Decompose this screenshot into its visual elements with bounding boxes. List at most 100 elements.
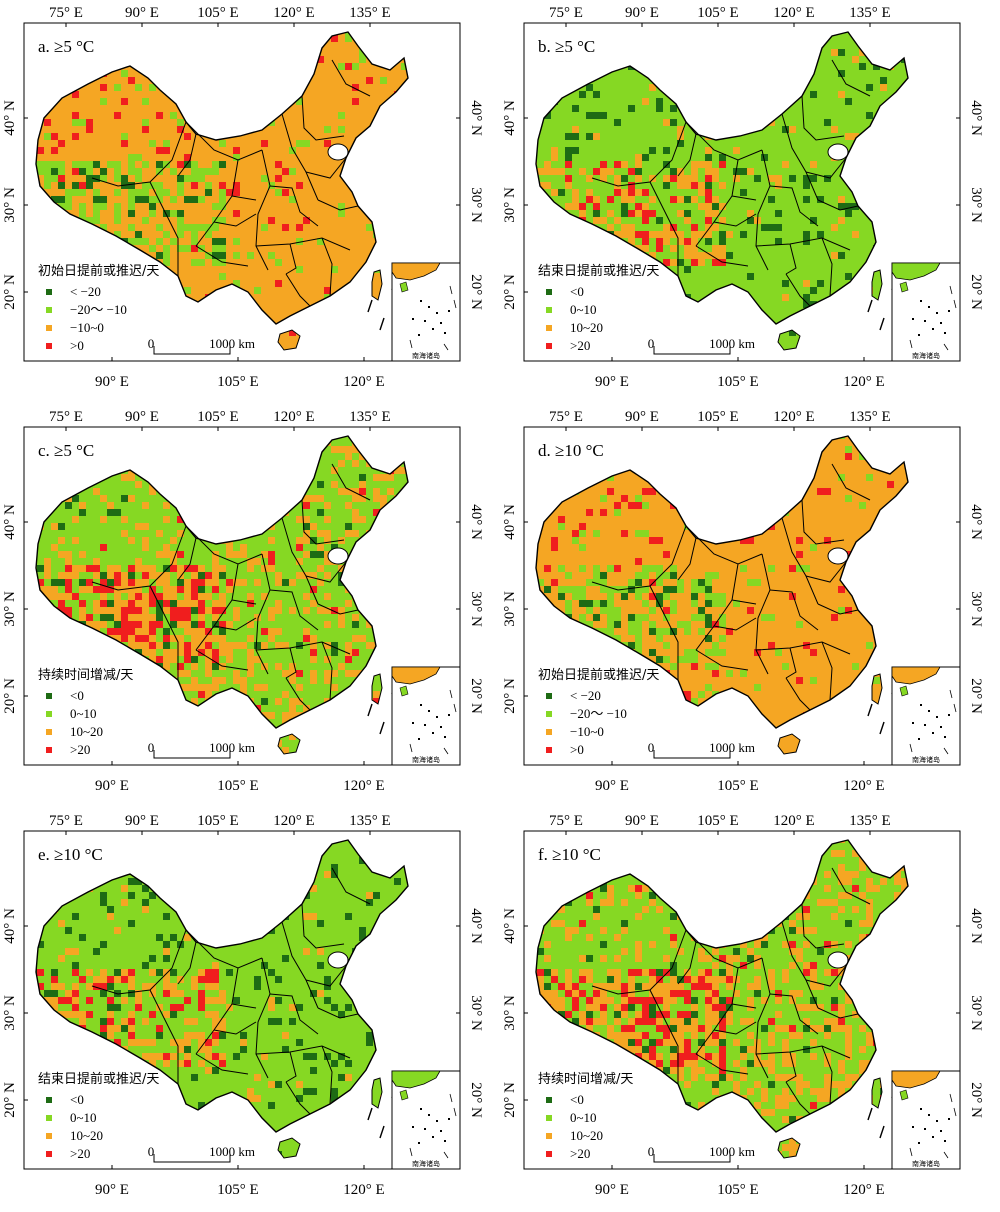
legend-swatch [546,693,552,699]
bottom-lon-label: 105° E [717,1182,758,1198]
top-lon-label: 90° E [125,813,159,829]
legend-swatch [546,1151,552,1157]
svg-text:0: 0 [648,336,655,351]
legend-label: 10~20 [70,1128,103,1143]
top-lon-label: 75° E [549,5,583,21]
legend-swatch [46,729,52,735]
top-lon-label: 105° E [697,813,738,829]
south-china-sea-inset: 南海诸岛 [391,1070,461,1170]
top-lon-label: 105° E [197,813,238,829]
top-lon-label: 90° E [625,813,659,829]
bottom-lon-label: 105° E [217,778,258,794]
top-lon-label: 135° E [849,5,890,21]
map-svg-f: 75° E 90° E 105° E 120° E 135° E 90° E 105° E 1… [502,813,984,1198]
right-lat-label: 30° N [468,591,484,627]
left-lat-label: 30° N [2,591,18,627]
top-lon-label: 90° E [125,5,159,21]
legend-label: 10~20 [570,1128,603,1143]
top-lon-label: 90° E [625,5,659,21]
right-lat-label: 20° N [968,274,984,310]
legend-label: < −20 [570,688,601,703]
left-lat-label: 20° N [2,678,18,714]
legend-swatch [46,307,52,313]
left-lat-label: 40° N [2,100,18,136]
right-lat-label: 30° N [968,591,984,627]
right-lat-label: 40° N [968,908,984,944]
right-lat-label: 20° N [468,1082,484,1118]
left-lat-label: 30° N [2,187,18,223]
legend-label: 10~20 [570,320,603,335]
inset-label: 南海诸岛 [412,1159,440,1168]
right-lat-label: 40° N [468,504,484,540]
top-lon-label: 105° E [197,5,238,21]
bottom-lon-label: 120° E [843,778,884,794]
legend-label: <0 [570,1092,584,1107]
panel-title: d. ≥10 °C [538,441,604,460]
svg-text:0: 0 [648,1144,655,1159]
inset-label: 南海诸岛 [912,351,940,360]
legend-label: >20 [570,338,590,353]
legend-swatch [46,1115,52,1121]
left-lat-label: 20° N [502,1082,518,1118]
bottom-lon-label: 90° E [595,374,629,390]
legend-label: >0 [70,338,84,353]
legend-swatch [546,1115,552,1121]
right-lat-label: 30° N [968,187,984,223]
top-lon-label: 75° E [549,813,583,829]
legend-swatch [546,343,552,349]
legend-swatch [46,747,52,753]
bottom-lon-label: 120° E [343,1182,384,1198]
legend-swatch [46,325,52,331]
map-svg-b: 75° E 90° E 105° E 120° E 135° E 90° E 105° E 1… [502,5,984,390]
right-lat-label: 40° N [468,100,484,136]
scale-bar [653,346,731,355]
left-lat-label: 20° N [502,678,518,714]
top-lon-label: 135° E [349,5,390,21]
inset-label: 南海诸岛 [912,755,940,764]
scale-bar [653,1154,731,1163]
bottom-lon-label: 105° E [717,374,758,390]
legend-label: >20 [70,742,90,757]
legend-label: 0~10 [570,1110,597,1125]
bottom-lon-label: 120° E [843,1182,884,1198]
right-lat-label: 40° N [468,908,484,944]
left-lat-label: 30° N [502,591,518,627]
legend-label: −20～ −10 [70,302,127,317]
svg-text:1000 km: 1000 km [709,740,755,755]
legend-swatch [46,1133,52,1139]
top-lon-label: 120° E [273,813,314,829]
south-china-sea-inset: 南海诸岛 [891,1070,961,1170]
legend-label: 0~10 [570,302,597,317]
south-china-sea-inset: 南海诸岛 [391,262,461,362]
svg-text:1000 km: 1000 km [209,740,255,755]
legend-label: −10~0 [70,320,104,335]
legend-label: <0 [70,1092,84,1107]
bottom-lon-label: 90° E [95,374,129,390]
bottom-lon-label: 90° E [595,1182,629,1198]
left-lat-label: 20° N [2,1082,18,1118]
top-lon-label: 75° E [49,5,83,21]
right-lat-label: 20° N [468,678,484,714]
right-lat-label: 20° N [968,1082,984,1118]
scale-bar [653,750,731,759]
top-lon-label: 135° E [349,813,390,829]
top-lon-label: 105° E [697,409,738,425]
bottom-lon-label: 120° E [343,778,384,794]
south-china-sea-inset: 南海诸岛 [891,262,961,362]
top-lon-label: 120° E [773,813,814,829]
svg-text:0: 0 [148,336,155,351]
panel-title: b. ≥5 °C [538,37,595,56]
top-lon-label: 105° E [697,5,738,21]
inset-label: 南海诸岛 [412,755,440,764]
legend-label: 0~10 [70,706,97,721]
top-lon-label: 75° E [49,813,83,829]
legend-swatch [46,711,52,717]
bottom-lon-label: 120° E [843,374,884,390]
top-lon-label: 75° E [49,409,83,425]
bottom-lon-label: 105° E [717,778,758,794]
top-lon-label: 120° E [273,5,314,21]
map-panel-e: 75° E 90° E 105° E 120° E 135° E 90° E 105° E 1… [0,808,500,1212]
top-lon-label: 120° E [773,409,814,425]
legend-label: <0 [570,284,584,299]
panel-title: a. ≥5 °C [38,37,94,56]
